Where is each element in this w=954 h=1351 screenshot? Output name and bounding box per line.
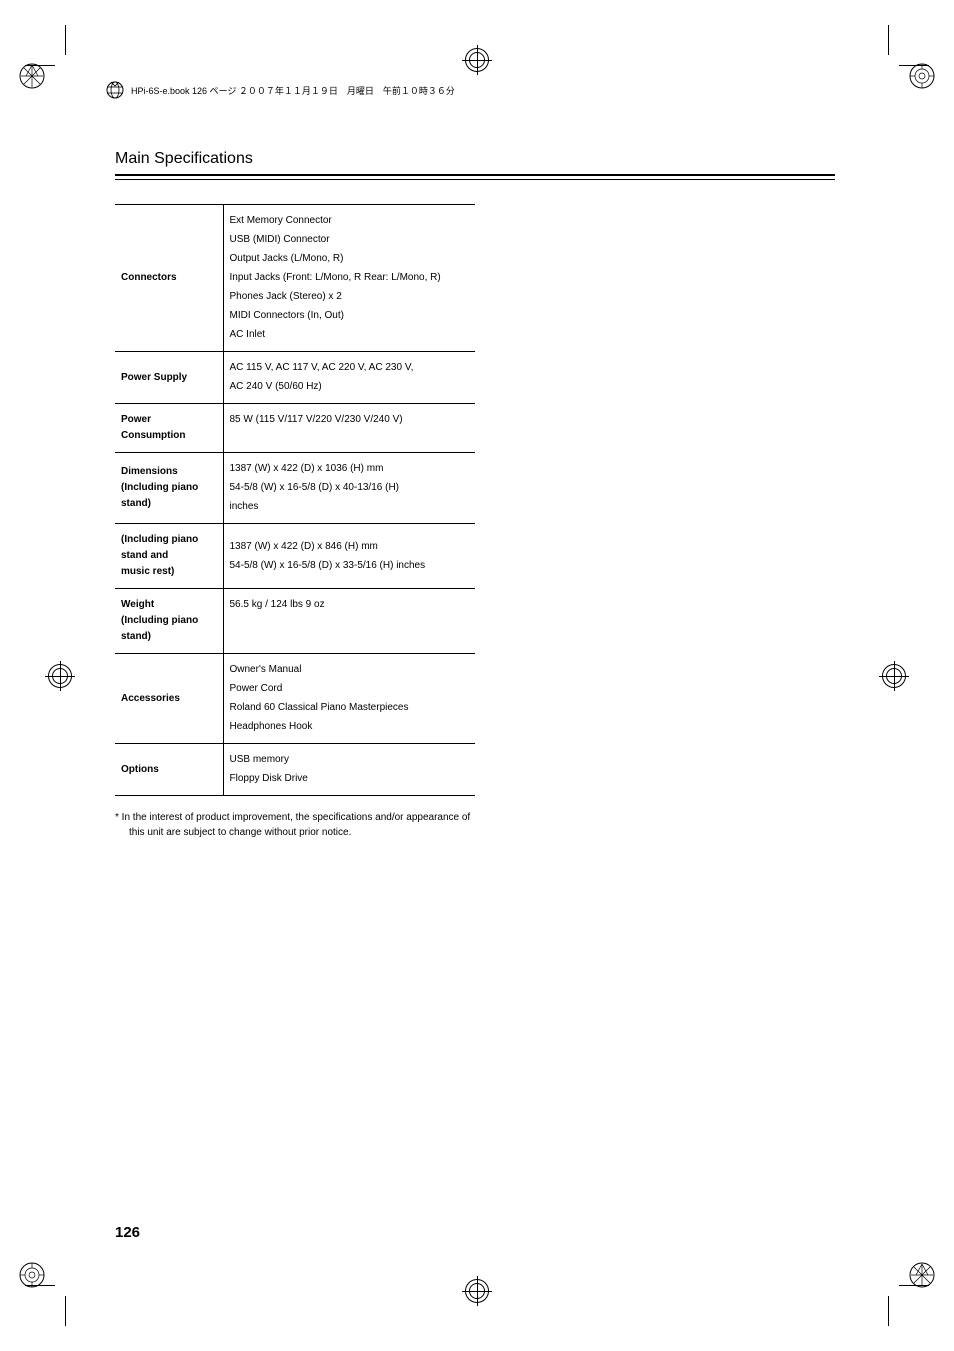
globe-icon (105, 80, 125, 100)
spec-value-cell: Ext Memory Connector USB (MIDI) Connector… (223, 205, 475, 352)
spec-value-line: USB memory (230, 752, 470, 768)
spec-label-line: (Including piano (121, 532, 217, 548)
table-row: Connectors Ext Memory Connector USB (MIDI)… (115, 205, 475, 352)
spec-value-line: USB (MIDI) Connector (230, 232, 470, 248)
crop-mark (888, 1296, 889, 1326)
spec-label-line: Connectors (121, 270, 217, 286)
spec-value-line: 85 W (115 V/117 V/220 V/230 V/240 V) (230, 412, 470, 428)
spec-value-line: Input Jacks (Front: L/Mono, R Rear: L/Mo… (230, 270, 470, 286)
spec-label-cell: Connectors (115, 205, 223, 352)
spec-value-cell: USB memory Floppy Disk Drive (223, 744, 475, 796)
registration-mark (48, 664, 72, 688)
header-text: HPi-6S-e.book 126 ページ ２００７年１１月１９日 月曜日 午前… (131, 84, 455, 97)
spec-label-cell: (Including pianostand andmusic rest) (115, 524, 223, 589)
spec-label-cell: Dimensions(Including pianostand) (115, 453, 223, 524)
spec-value-line: Output Jacks (L/Mono, R) (230, 251, 470, 267)
spec-label-line: Power Supply (121, 370, 217, 386)
table-row: Options USB memory Floppy Disk Drive (115, 744, 475, 796)
spec-value-line: 54-5/8 (W) x 16-5/8 (D) x 40-13/16 (H) (230, 480, 470, 496)
crop-mark (65, 25, 66, 55)
spec-label-line: Consumption (121, 428, 217, 444)
spec-value-line: Power Cord (230, 681, 470, 697)
corner-logo-icon (18, 62, 46, 90)
spec-value-cell: 1387 (W) x 422 (D) x 846 (H) mm 54-5/8 (W… (223, 524, 475, 589)
spec-value-line: AC 240 V (50/60 Hz) (230, 379, 470, 395)
crop-mark (888, 25, 889, 55)
spec-label-line: stand) (121, 496, 217, 512)
spec-value-line: AC Inlet (230, 327, 470, 343)
corner-logo-icon (908, 1261, 936, 1289)
spec-label-line: stand and (121, 548, 217, 564)
page-title: Main Specifications (115, 150, 835, 168)
page-content: Main Specifications Connectors Ext Memory… (115, 150, 835, 840)
page-meta-header: HPi-6S-e.book 126 ページ ２００７年１１月１９日 月曜日 午前… (105, 80, 455, 100)
spec-label-line: Accessories (121, 691, 217, 707)
table-row: PowerConsumption 85 W (115 V/117 V/220 V/… (115, 404, 475, 453)
table-row: Dimensions(Including pianostand)1387 (W)… (115, 453, 475, 524)
spec-value-line: Phones Jack (Stereo) x 2 (230, 289, 470, 305)
spec-value-line: AC 115 V, AC 117 V, AC 220 V, AC 230 V, (230, 360, 470, 376)
corner-logo-icon (908, 62, 936, 90)
spec-value-line: 56.5 kg / 124 lbs 9 oz (230, 597, 470, 613)
footnote: * In the interest of product improvement… (115, 810, 475, 840)
spec-label-line: Dimensions (121, 464, 217, 480)
spec-value-line: MIDI Connectors (In, Out) (230, 308, 470, 324)
page-number: 126 (115, 1224, 140, 1241)
spec-value-line: Headphones Hook (230, 719, 470, 735)
spec-label-line: (Including piano (121, 480, 217, 496)
spec-value-line: 54-5/8 (W) x 16-5/8 (D) x 33-5/16 (H) in… (230, 558, 470, 574)
spec-label-cell: Accessories (115, 654, 223, 744)
spec-value-cell: 85 W (115 V/117 V/220 V/230 V/240 V) (223, 404, 475, 453)
table-row: Weight(Including pianostand) 56.5 kg / 12… (115, 589, 475, 654)
registration-mark (465, 48, 489, 72)
spec-value-line: Roland 60 Classical Piano Masterpieces (230, 700, 470, 716)
registration-mark (882, 664, 906, 688)
spec-label-line: Weight (121, 597, 217, 613)
spec-label-cell: Weight(Including pianostand) (115, 589, 223, 654)
spec-value-line: inches (230, 499, 470, 515)
spec-value-cell: 56.5 kg / 124 lbs 9 oz (223, 589, 475, 654)
crop-mark (65, 1296, 66, 1326)
spec-value-cell: 1387 (W) x 422 (D) x 1036 (H) mm 54-5/8 (… (223, 453, 475, 524)
spec-label-cell: Options (115, 744, 223, 796)
spec-value-cell: AC 115 V, AC 117 V, AC 220 V, AC 230 V, A… (223, 352, 475, 404)
spec-label-line: stand) (121, 629, 217, 645)
table-row: (Including pianostand andmusic rest)1387… (115, 524, 475, 589)
spec-label-line: Power (121, 412, 217, 428)
spec-value-line: 1387 (W) x 422 (D) x 846 (H) mm (230, 539, 470, 555)
registration-mark (465, 1279, 489, 1303)
table-row: Power Supply AC 115 V, AC 117 V, AC 220 V… (115, 352, 475, 404)
spec-value-cell: Owner's Manual Power Cord Roland 60 Classi… (223, 654, 475, 744)
spec-label-line: Options (121, 762, 217, 778)
title-rule (115, 174, 835, 176)
title-rule (115, 179, 835, 180)
spec-label-line: music rest) (121, 564, 217, 580)
spec-label-line: (Including piano (121, 613, 217, 629)
spec-value-line: 1387 (W) x 422 (D) x 1036 (H) mm (230, 461, 470, 477)
corner-logo-icon (18, 1261, 46, 1289)
table-row: Accessories Owner's Manual Power Cord Rolan… (115, 654, 475, 744)
spec-value-line: Floppy Disk Drive (230, 771, 470, 787)
spec-label-cell: PowerConsumption (115, 404, 223, 453)
spec-value-line: Ext Memory Connector (230, 213, 470, 229)
spec-label-cell: Power Supply (115, 352, 223, 404)
specifications-table: Connectors Ext Memory Connector USB (MIDI)… (115, 204, 475, 796)
spec-value-line: Owner's Manual (230, 662, 470, 678)
